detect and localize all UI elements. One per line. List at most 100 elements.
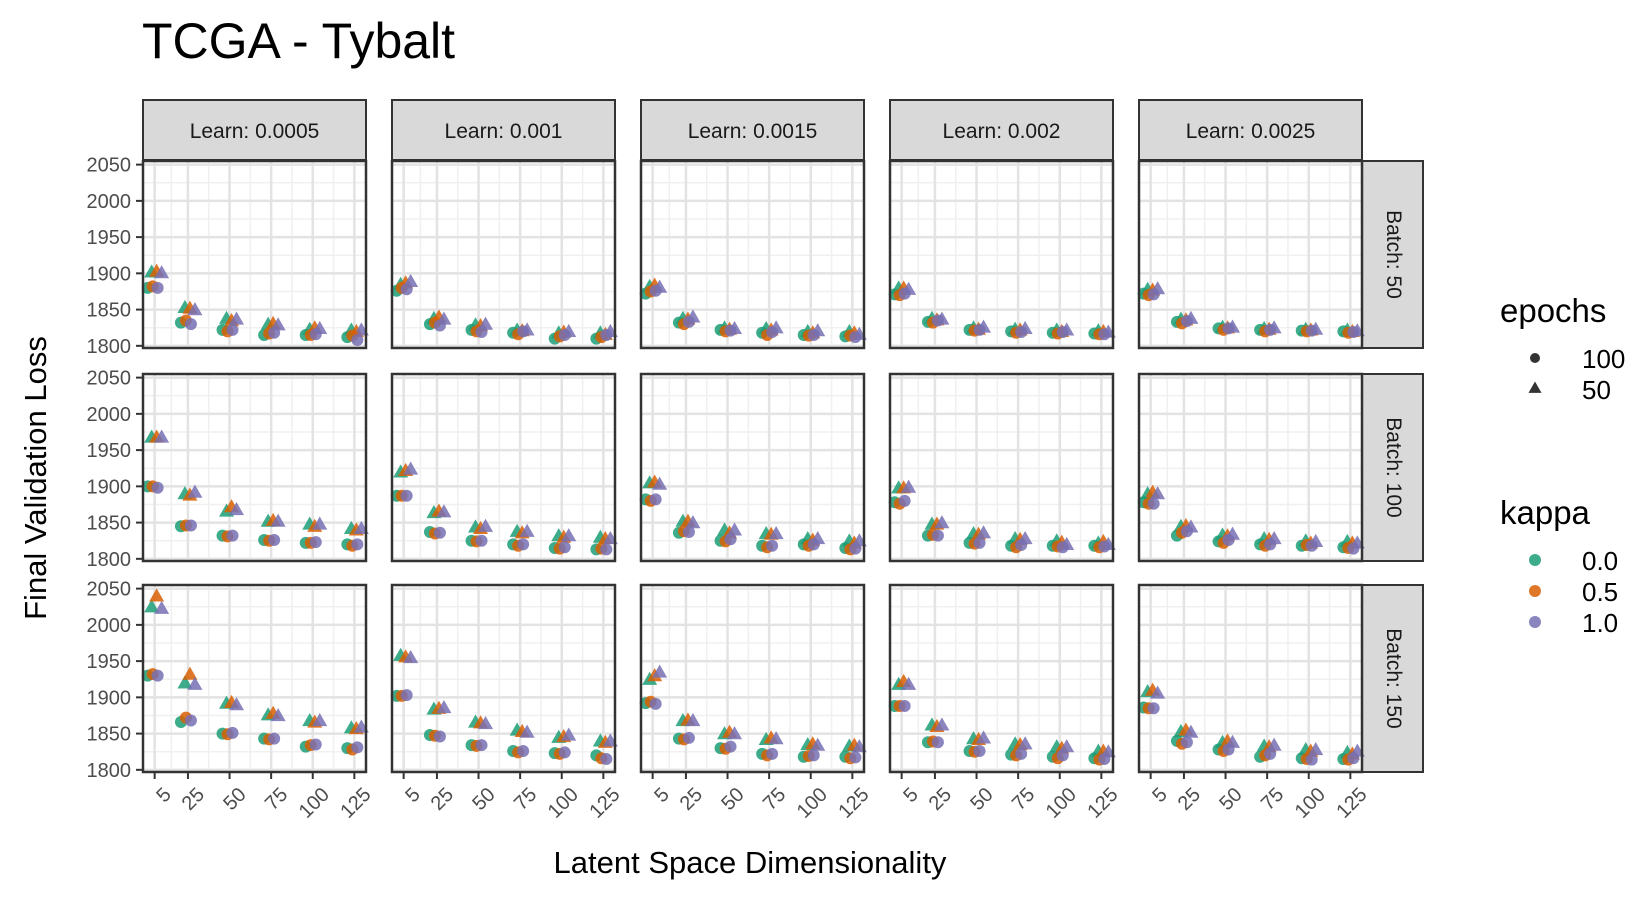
data-point <box>268 326 281 339</box>
x-tick-label: 25 <box>676 784 707 815</box>
facet-strip-col-box <box>640 99 865 161</box>
panel-points <box>390 461 618 556</box>
x-tick-label: 100 <box>1291 784 1330 823</box>
data-point <box>600 752 613 765</box>
facet-strip-row-label: Batch: 100 <box>1382 417 1405 517</box>
data-point <box>1305 753 1318 766</box>
data-point <box>187 484 203 498</box>
data-point <box>600 328 613 341</box>
x-tick-label: 5 <box>401 784 424 807</box>
data-point <box>519 523 535 537</box>
x-tick-label: 100 <box>1042 784 1081 823</box>
data-point <box>229 502 245 516</box>
data-point <box>1150 685 1166 699</box>
data-point <box>973 744 986 757</box>
data-point <box>1098 328 1111 341</box>
x-tick-label: 125 <box>1083 784 1122 823</box>
data-point <box>976 730 992 744</box>
data-point <box>184 714 197 727</box>
data-point <box>475 739 488 752</box>
legend-kappa-1-label: 1.0 <box>1582 608 1619 638</box>
panel-frame <box>888 159 1115 350</box>
data-point <box>768 525 784 540</box>
data-point <box>1222 743 1235 756</box>
data-point <box>154 429 170 443</box>
facet-strip-col-box <box>889 99 1114 161</box>
data-point <box>652 476 668 490</box>
data-point <box>1098 752 1111 765</box>
data-point <box>270 707 286 722</box>
panel-frame <box>390 583 617 774</box>
data-point <box>1305 324 1318 337</box>
data-point <box>475 326 488 339</box>
data-point <box>849 542 862 555</box>
y-tick-label: 2050 <box>87 368 132 390</box>
data-point <box>154 600 170 614</box>
data-point <box>1147 497 1160 510</box>
panel-frame <box>1137 159 1364 350</box>
y-tick-label: 1950 <box>87 651 132 673</box>
data-point <box>478 715 494 730</box>
legend-epochs-50-key <box>1528 381 1542 393</box>
y-tick-label: 1950 <box>87 227 132 249</box>
data-point <box>177 675 193 689</box>
x-tick-label: 25 <box>1174 784 1205 815</box>
data-point <box>154 265 170 279</box>
data-point <box>934 515 950 529</box>
data-point <box>400 283 413 296</box>
panel-points <box>1137 484 1365 555</box>
x-tick-label: 5 <box>899 784 922 807</box>
data-point <box>649 697 662 710</box>
data-point <box>558 746 571 759</box>
panel-points <box>141 263 369 347</box>
facet-strip-col: Learn: 0.0015 <box>640 99 865 161</box>
data-point <box>1015 747 1028 760</box>
data-point <box>1098 540 1111 553</box>
facet-strip-row: Batch: 150 <box>1361 584 1424 773</box>
data-point <box>151 281 164 294</box>
data-point <box>475 534 488 547</box>
y-tick-label: 2000 <box>87 404 132 426</box>
panel-points <box>1137 281 1365 339</box>
data-point <box>226 529 239 542</box>
panel-points <box>888 280 1116 341</box>
legend-kappa-0.5-label: 0.5 <box>1582 577 1619 607</box>
facet-strip-col: Learn: 0.0025 <box>1138 99 1363 161</box>
x-tick-label: 25 <box>925 784 956 815</box>
panel-frame <box>141 583 368 774</box>
x-tick-label: 125 <box>336 784 375 823</box>
data-point <box>561 528 577 542</box>
x-tick-label: 100 <box>295 784 334 823</box>
data-point <box>600 543 613 556</box>
data-point <box>1264 747 1277 760</box>
y-tick-label: 1900 <box>87 687 132 709</box>
facet-strip-row-box <box>1361 373 1424 562</box>
facet-strip-col: Learn: 0.002 <box>889 99 1114 161</box>
data-point <box>766 539 779 552</box>
facet-panel <box>392 161 615 348</box>
facet-strip-col-label: Learn: 0.0025 <box>1186 120 1316 143</box>
facet-strip-col-box <box>391 99 616 161</box>
data-point <box>433 730 446 743</box>
data-point <box>1347 542 1360 555</box>
legend-kappa-key <box>1529 554 1541 566</box>
y-tick-label: 2050 <box>87 155 132 177</box>
y-tick-label: 1900 <box>87 476 132 498</box>
data-point <box>144 599 160 613</box>
facet-strip-row: Batch: 50 <box>1361 160 1424 349</box>
facet-strip-row: Batch: 100 <box>1361 373 1424 562</box>
data-point <box>436 699 452 714</box>
y-tick-label: 2050 <box>87 579 132 601</box>
x-tick-label: 125 <box>834 784 873 823</box>
facet-strip-col-label: Learn: 0.002 <box>943 120 1061 143</box>
data-point <box>1017 736 1033 750</box>
data-point <box>1308 742 1324 756</box>
data-point <box>517 538 530 551</box>
data-point <box>403 461 419 475</box>
facet-strip-col: Learn: 0.0005 <box>142 99 367 161</box>
data-point <box>685 515 701 529</box>
panel-points <box>888 479 1116 554</box>
facet-panel <box>143 161 366 348</box>
panel-frame <box>141 159 368 350</box>
